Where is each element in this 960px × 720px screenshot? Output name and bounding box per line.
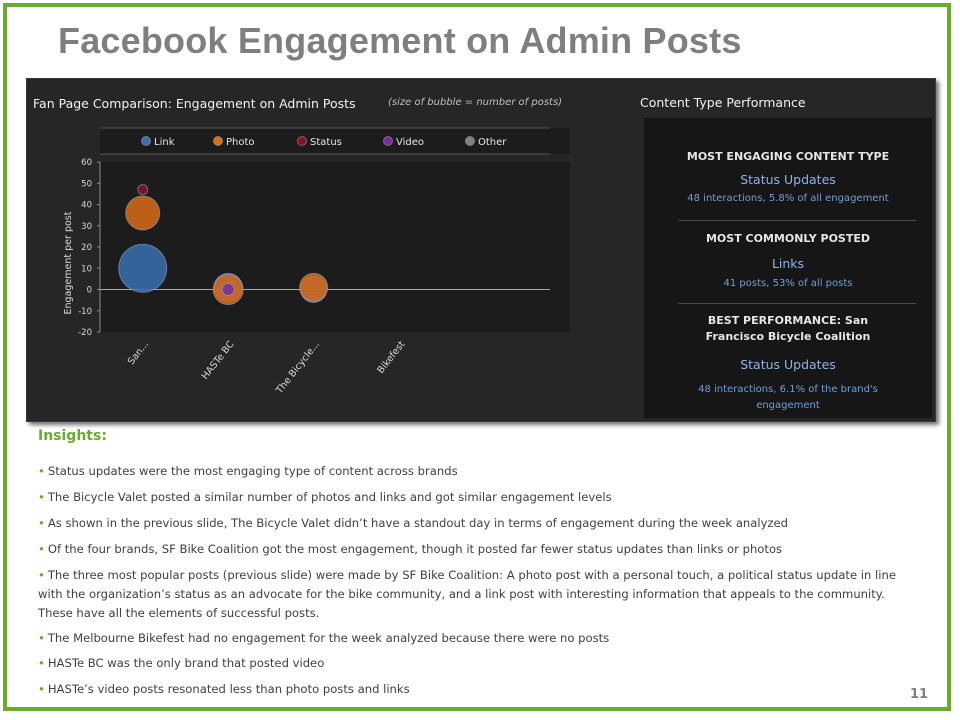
bullet-icon: • (38, 464, 45, 478)
chart-title: Fan Page Comparison: Engagement on Admin… (33, 96, 356, 111)
card-1-heading: MOST ENGAGING CONTENT TYPE (686, 150, 890, 163)
card-separator (678, 220, 916, 221)
legend-marker (213, 136, 223, 146)
y-tick-label: 60 (81, 158, 92, 168)
bullet-icon: • (38, 516, 45, 530)
slide-title: Facebook Engagement on Admin Posts (58, 20, 742, 61)
list-item: • The Bicycle Valet posted a similar numb… (38, 490, 612, 504)
legend-marker (465, 136, 475, 146)
card-3-heading: BEST PERFORMANCE: San Francisco Bicycle … (705, 314, 871, 343)
bubble-video (221, 283, 235, 296)
card-separator (678, 303, 916, 304)
content-type-title: Content Type Performance (640, 95, 806, 110)
bubble-photo (125, 195, 161, 231)
legend-label: Status (310, 137, 342, 148)
x-tick-label: HASTe BC (200, 339, 237, 382)
bubble-link (118, 243, 168, 293)
bullet-icon: • (38, 682, 45, 696)
list-item: • The three most popular posts (previous … (38, 568, 896, 620)
bullet-icon: • (38, 631, 45, 645)
list-item: • Of the four brands, SF Bike Coalition g… (38, 542, 783, 556)
x-tick-label: Bikefest (375, 339, 407, 376)
x-tick-label: San... (126, 339, 151, 367)
card-1-value: Status Updates (740, 172, 836, 187)
bubble-chart: Engagement per post 60 50 40 30 20 10 0 -10 -20 S… (63, 127, 570, 397)
y-tick-label: -20 (78, 328, 92, 338)
y-tick-label: 10 (81, 264, 92, 274)
content-type-cards: MOST ENGAGING CONTENT TYPE Status Update… (644, 118, 932, 418)
y-tick-label: 0 (87, 286, 92, 296)
bullet-icon: • (38, 542, 45, 556)
legend-label: Photo (226, 137, 255, 148)
plot-area (100, 162, 570, 332)
legend-label: Video (396, 137, 424, 148)
y-tick-label: -10 (78, 307, 92, 317)
list-item: • HASTe’s video posts resonated less than… (38, 682, 410, 696)
card-1-detail: 48 interactions, 5.8% of all engagement (687, 193, 889, 204)
card-2-heading: MOST COMMONLY POSTED (705, 232, 870, 245)
y-tick-label: 50 (81, 179, 92, 189)
insights-heading: Insights: (38, 428, 107, 444)
legend-marker (383, 136, 393, 146)
bubble-status (137, 184, 149, 196)
list-item: • Status updates were the most engaging t… (38, 464, 458, 478)
bullet-icon: • (38, 656, 45, 670)
legend-marker (141, 136, 151, 146)
y-tick-label: 20 (81, 243, 92, 253)
slide-frame (3, 3, 951, 711)
y-axis-label: Engagement per post (63, 211, 74, 314)
page-number: 11 (910, 687, 929, 702)
legend-area (100, 128, 570, 154)
card-2-value: Links (771, 256, 805, 271)
list-item: • HASTe BC was the only brand that posted… (38, 656, 325, 670)
list-item: • As shown in the previous slide, The Bic… (38, 516, 789, 530)
card-2-detail: 41 posts, 53% of all posts (723, 278, 853, 289)
y-tick-label: 30 (81, 222, 92, 232)
card-3-detail: 48 interactions, 6.1% of the brand's eng… (698, 384, 878, 411)
legend-label: Link (154, 137, 175, 148)
y-tick-label: 40 (81, 201, 92, 211)
bubble-photo (299, 272, 329, 302)
card-3-value: Status Updates (740, 357, 836, 372)
list-item: • The Melbourne Bikefest had no engagemen… (38, 631, 610, 645)
legend-marker (297, 136, 307, 146)
legend-label: Other (478, 137, 507, 148)
bullet-icon: • (38, 568, 45, 582)
x-tick-label: The Bicycle... (274, 339, 322, 397)
chart-note: (size of bubble = number of posts) (388, 97, 563, 108)
bullet-icon: • (38, 490, 45, 504)
